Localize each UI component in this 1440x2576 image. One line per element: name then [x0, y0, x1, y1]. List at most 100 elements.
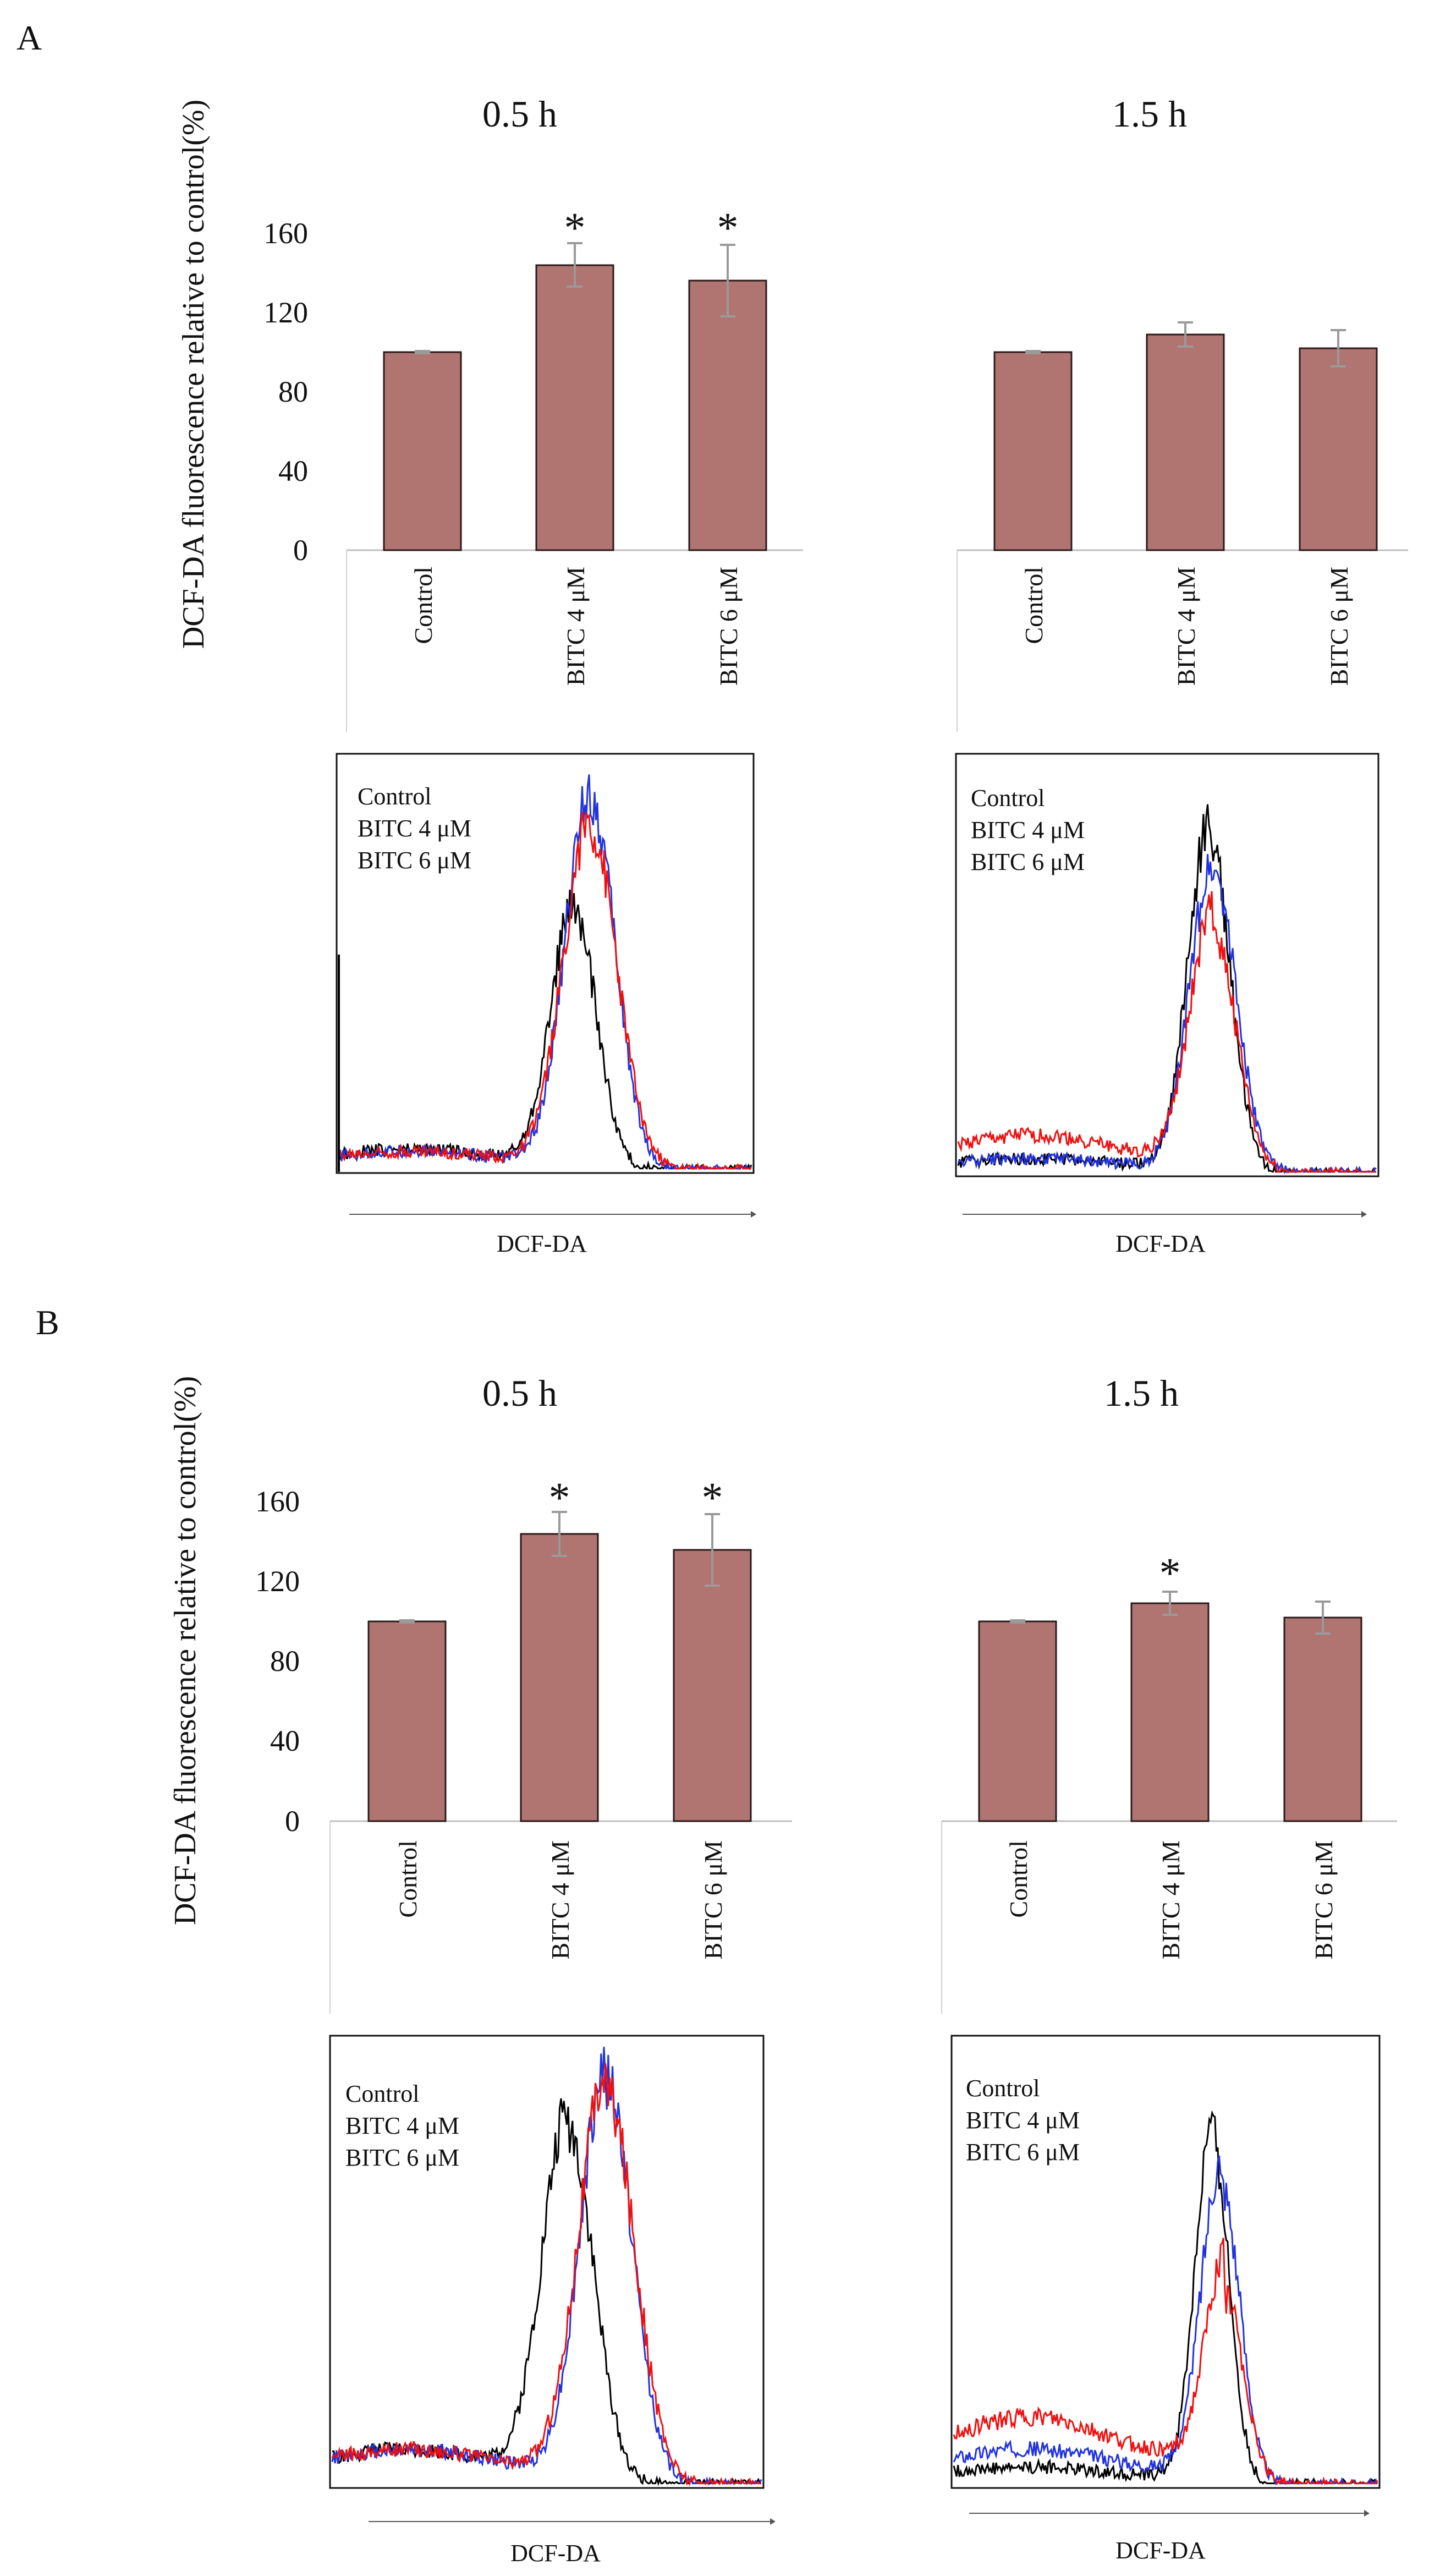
category-label: Control: [1020, 567, 1048, 644]
bar: [993, 351, 1073, 551]
y-tick: 0: [285, 1805, 300, 1838]
bar: [688, 279, 767, 551]
histogram-trace-control: [953, 2110, 1377, 2485]
category-label: BITC 4 μM: [562, 567, 590, 686]
category-label: Control: [409, 567, 437, 644]
histogram-a-1-5h: Control BITC 4 μM BITC 6 μM DCF-DA: [955, 753, 1379, 1257]
time-label: 1.5 h: [1112, 93, 1187, 135]
bar: [1299, 347, 1378, 551]
bar-group-b-0-5h: 0.5 h * * Control BITC 4 μ: [329, 1372, 792, 2014]
legend-bitc4: BITC 4 μM: [358, 815, 471, 842]
bar: [520, 1533, 599, 1822]
bar-a-1-5h-control: [993, 350, 1073, 551]
panel-b: B DCF-DA fluorescence relative to contro…: [36, 1303, 1397, 2567]
y-tick: 120: [255, 1565, 300, 1598]
legend-bitc4: BITC 4 μM: [971, 816, 1085, 843]
bar: [673, 1549, 752, 1822]
legend-bitc6: BITC 6 μM: [971, 848, 1085, 875]
category-label: BITC 6 μM: [699, 1840, 727, 1959]
bar-chart-b: 0 40 80 120 160 0.5 h *: [255, 1372, 1397, 2014]
histogram-trace-bitc6: [331, 2063, 761, 2486]
bar-a-0-5h-bitc6: *: [688, 204, 767, 551]
x-axis-arrowhead: [1361, 1211, 1367, 1218]
bar: [1283, 1616, 1362, 1822]
histogram-xlabel: DCF-DA: [1115, 2537, 1206, 2564]
significance-star: *: [549, 1473, 570, 1521]
bar-a-0-5h-bitc4: *: [535, 204, 614, 551]
bar: [383, 351, 462, 551]
bar-ylabel-b: DCF-DA fluorescence relative to control(…: [168, 1376, 202, 1925]
bar-a-1-5h-bitc4: [1146, 321, 1225, 551]
histogram-xlabel: DCF-DA: [510, 2540, 601, 2567]
y-axis-ticks-b: 0 40 80 120 160: [255, 1485, 300, 1838]
bar-a-0-5h-control: [383, 350, 462, 551]
histogram-trace-control: [332, 2098, 761, 2486]
x-axis-arrowhead: [770, 2518, 776, 2525]
category-label: BITC 6 μM: [714, 567, 743, 686]
histogram-trace-bitc6: [957, 891, 1376, 1174]
legend-bitc6: BITC 6 μM: [358, 847, 471, 874]
bar-b-1-5h-control: [978, 1619, 1057, 1822]
legend-control: Control: [345, 2080, 419, 2107]
bar-group-a-0-5h: 0.5 h * * Control BITC 4 μ: [346, 93, 803, 732]
significance-star: *: [717, 204, 739, 251]
panel-label-b: B: [36, 1303, 59, 1342]
y-tick: 40: [278, 454, 308, 487]
category-label: BITC 4 μM: [1172, 567, 1200, 686]
histogram-xlabel: DCF-DA: [1115, 1230, 1206, 1257]
category-label: BITC 4 μM: [1157, 1840, 1185, 1959]
legend-bitc6: BITC 6 μM: [966, 2139, 1080, 2166]
bar-b-0-5h-bitc6: *: [673, 1473, 752, 1822]
histogram-frame: [329, 2035, 765, 2489]
category-label: BITC 6 μM: [1310, 1840, 1338, 1959]
y-tick: 80: [270, 1645, 300, 1678]
histogram-frame: [950, 2035, 1381, 2489]
histogram-b-0-5h: Control BITC 4 μM BITC 6 μM DCF-DA: [329, 2035, 776, 2567]
bar-b-1-5h-bitc6: [1283, 1601, 1362, 1822]
y-tick: 160: [255, 1485, 300, 1518]
legend-control: Control: [966, 2075, 1040, 2102]
bar-b-1-5h-bitc4: *: [1130, 1549, 1210, 1822]
bar-a-1-5h-bitc6: [1299, 329, 1378, 551]
histogram-a-0-5h: Control BITC 4 μM BITC 6 μM DCF-DA: [336, 753, 756, 1257]
bar-ylabel-a: DCF-DA fluorescence relative to control(…: [177, 100, 211, 649]
histogram-xlabel: DCF-DA: [497, 1230, 587, 1257]
y-tick: 80: [278, 375, 308, 408]
time-label: 0.5 h: [482, 93, 557, 135]
bar: [1146, 333, 1225, 551]
time-label: 1.5 h: [1104, 1372, 1179, 1414]
bar: [1130, 1602, 1210, 1822]
y-axis-ticks-a: 0 40 80 120 160: [263, 217, 308, 567]
category-label: Control: [394, 1840, 422, 1918]
significance-star: *: [1159, 1549, 1181, 1597]
bar-b-0-5h-bitc4: *: [520, 1473, 599, 1822]
y-tick: 160: [263, 217, 308, 250]
bar-b-0-5h-control: [367, 1619, 447, 1822]
bar: [978, 1620, 1057, 1822]
histogram-trace-bitc6: [338, 812, 752, 1171]
histogram-frame: [955, 753, 1379, 1177]
legend-control: Control: [358, 783, 431, 810]
histogram-trace-bitc6: [953, 2238, 1378, 2486]
legend-bitc4: BITC 4 μM: [966, 2107, 1080, 2134]
panel-label-a: A: [17, 18, 42, 57]
y-tick: 0: [293, 534, 308, 567]
y-tick: 120: [263, 296, 308, 329]
category-label: Control: [1004, 1840, 1032, 1918]
category-label: BITC 6 μM: [1325, 567, 1353, 686]
histogram-b-1-5h: Control BITC 4 μM BITC 6 μM DCF-DA: [950, 2035, 1381, 2564]
y-tick: 40: [270, 1724, 300, 1757]
bar: [535, 264, 614, 551]
time-label: 0.5 h: [482, 1372, 557, 1414]
bar-chart-a: 0 40 80 120 160 0.5 h *: [263, 93, 1408, 732]
x-axis-arrowhead: [751, 1211, 756, 1218]
legend-bitc6: BITC 6 μM: [345, 2144, 459, 2171]
bar-group-b-1-5h: 1.5 h * Control BITC 4 μM BI: [941, 1372, 1397, 2014]
bar: [367, 1620, 447, 1822]
legend-control: Control: [971, 785, 1045, 812]
histogram-frame: [336, 753, 755, 1174]
x-axis-arrowhead: [1364, 2510, 1370, 2517]
category-label: BITC 4 μM: [546, 1840, 574, 1959]
panel-a: A DCF-DA fluorescence relative to contro…: [17, 18, 1408, 1257]
